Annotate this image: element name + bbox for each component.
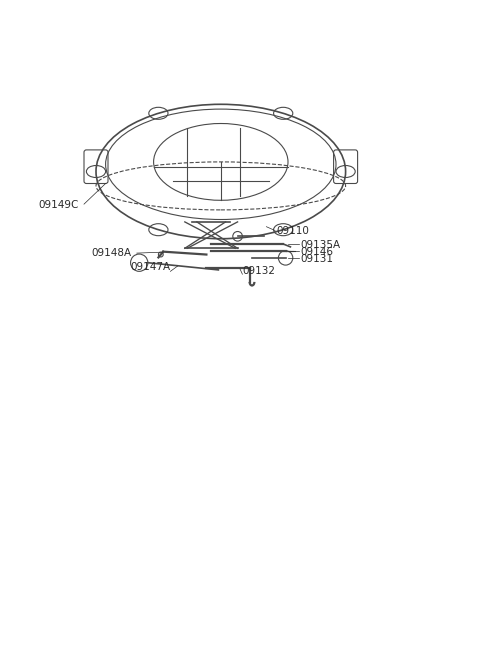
Text: 09132: 09132 [242,266,276,276]
Text: 09131: 09131 [300,254,333,265]
Text: 09110: 09110 [276,227,309,236]
Text: 09135A: 09135A [300,240,340,250]
Text: 09149C: 09149C [39,200,79,210]
Text: 09148A: 09148A [92,248,132,258]
Text: 09146: 09146 [300,247,333,257]
Text: 09147A: 09147A [130,262,170,272]
